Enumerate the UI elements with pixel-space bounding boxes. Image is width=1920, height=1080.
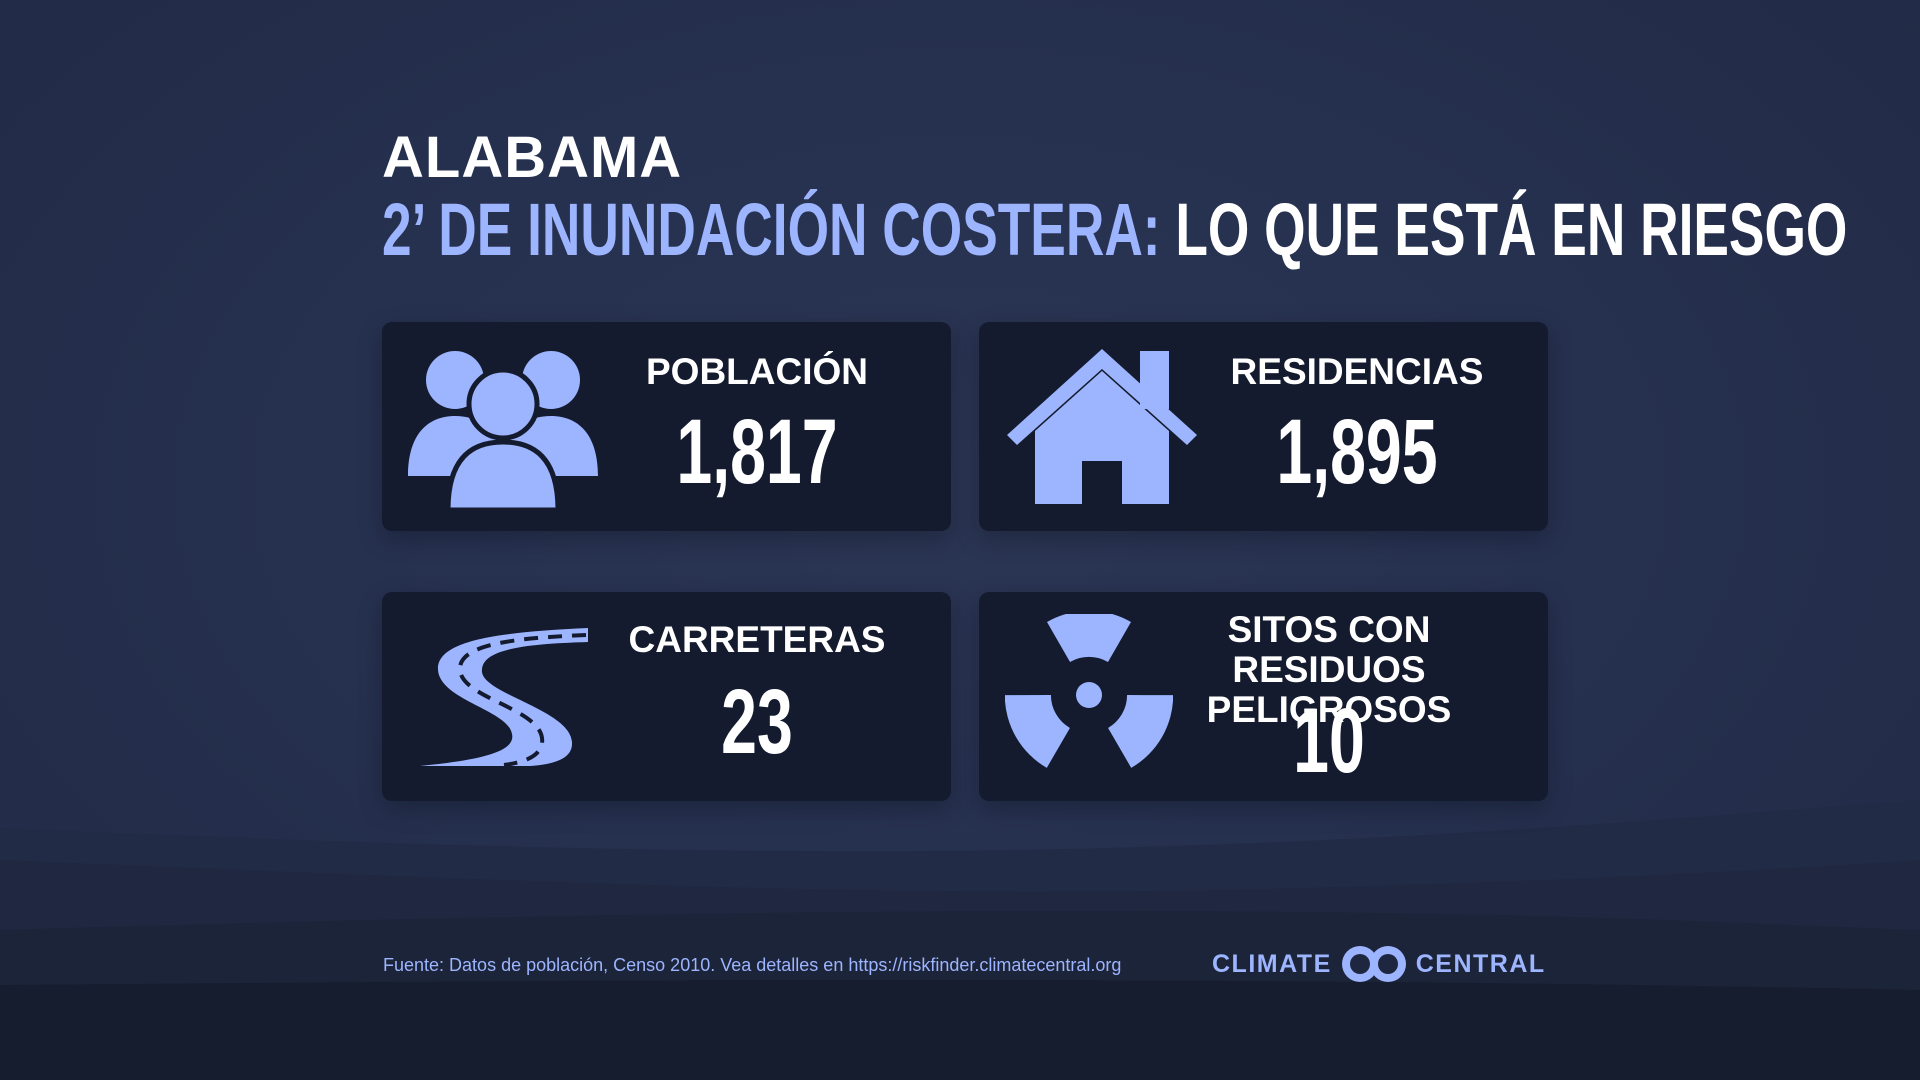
state-title: ALABAMA bbox=[382, 125, 683, 190]
card-label: CARRETERAS bbox=[628, 619, 886, 660]
headline: 2’ DE INUNDACIÓN COSTERA: LO QUE ESTÁ EN… bbox=[382, 190, 1847, 270]
logo-mark-icon bbox=[1341, 946, 1406, 982]
card-value: 1,895 bbox=[1276, 401, 1438, 503]
card-residencias: RESIDENCIAS 1,895 bbox=[979, 322, 1548, 531]
climate-central-logo: CLIMATE CENTRAL bbox=[1212, 942, 1546, 986]
card-poblacion: POBLACIÓN 1,817 bbox=[382, 322, 951, 531]
card-label-line2: PELIGROSOS bbox=[1206, 689, 1452, 730]
card-label: POBLACIÓN bbox=[646, 351, 868, 392]
card-value: 10 bbox=[1293, 690, 1365, 792]
headline-rest: LO QUE ESTÁ EN RIESGO bbox=[1175, 188, 1848, 271]
headline-accent: 2’ DE INUNDACIÓN COSTERA: bbox=[382, 188, 1161, 271]
house-icon bbox=[1007, 349, 1197, 504]
card-label-line1: SITOS CON RESIDUOS bbox=[1227, 609, 1431, 690]
card-label: RESIDENCIAS bbox=[1230, 351, 1484, 392]
card-value: 23 bbox=[721, 671, 793, 773]
logo-word-right: CENTRAL bbox=[1415, 949, 1546, 978]
card-label: SITOS CON RESIDUOS PELIGROSOS bbox=[1139, 610, 1519, 730]
road-icon bbox=[420, 628, 588, 766]
logo-word-left: CLIMATE bbox=[1212, 949, 1332, 978]
source-note: Fuente: Datos de población, Censo 2010. … bbox=[383, 955, 1122, 975]
card-residuos-peligrosos: SITOS CON RESIDUOS PELIGROSOS 10 bbox=[979, 592, 1548, 801]
card-value: 1,817 bbox=[676, 401, 838, 503]
people-icon bbox=[408, 351, 598, 510]
card-carreteras: CARRETERAS 23 bbox=[382, 592, 951, 801]
radiation-icon bbox=[1005, 614, 1173, 768]
